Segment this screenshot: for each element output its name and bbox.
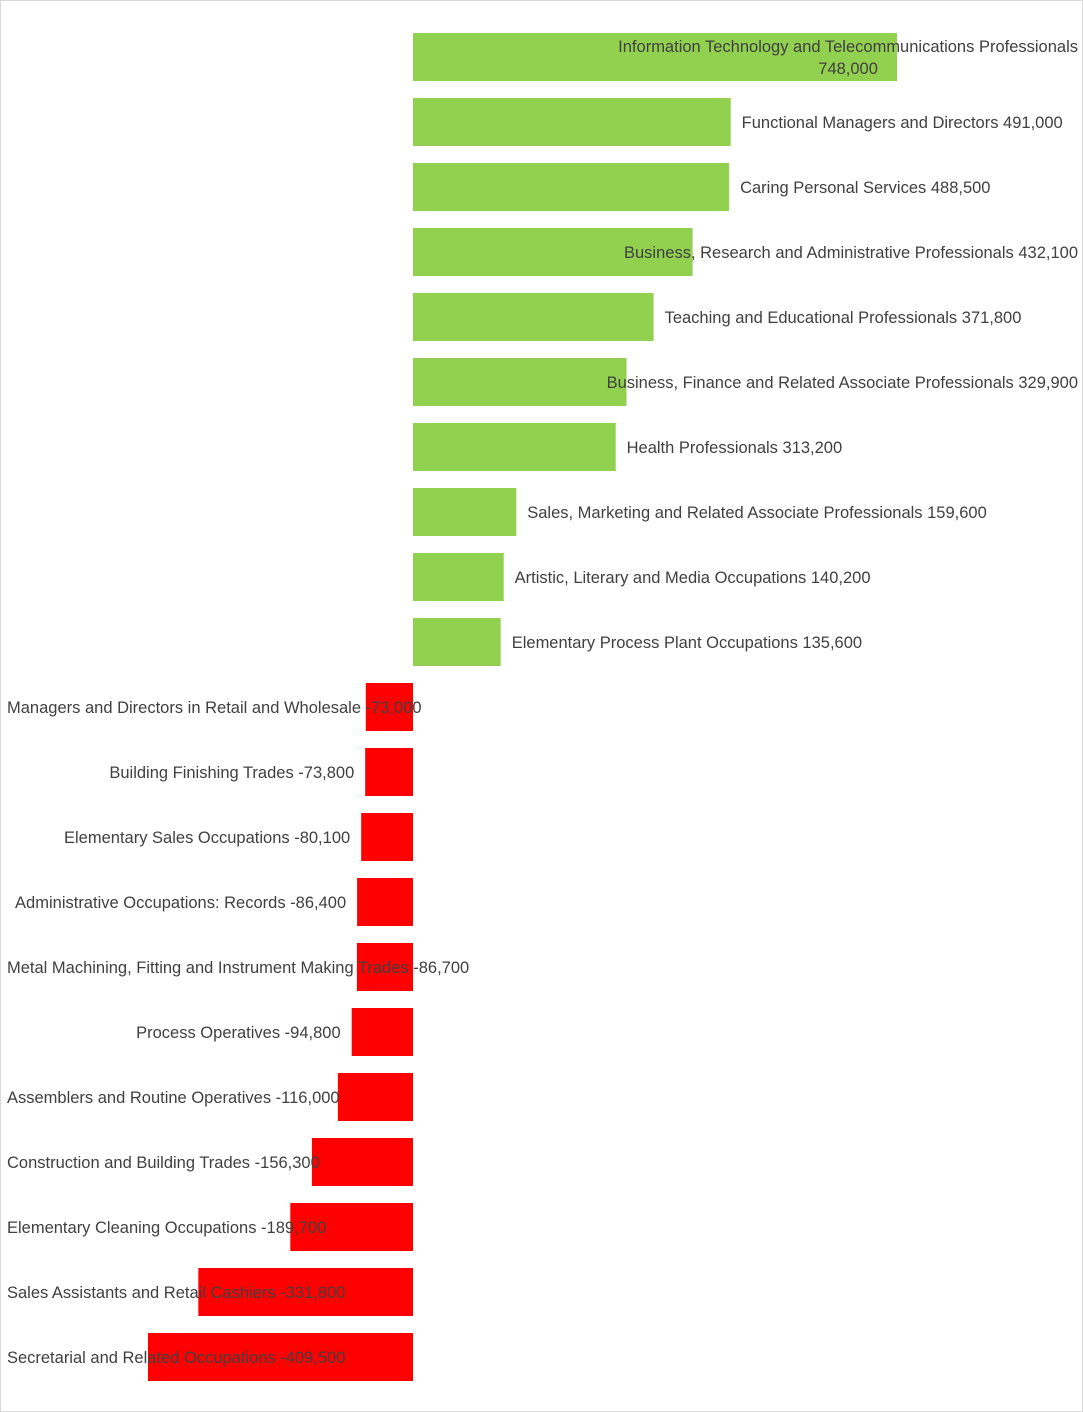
bar-19 xyxy=(198,1268,413,1316)
bar-label-3: Business, Research and Administrative Pr… xyxy=(624,244,1078,262)
bar-label-line: Business, Finance and Related Associate … xyxy=(607,374,1078,392)
bar-label-line: Sales, Marketing and Related Associate P… xyxy=(527,504,987,522)
bar-label-line: Functional Managers and Directors 491,00… xyxy=(742,114,1063,132)
bar-4 xyxy=(413,293,654,341)
bar-label-7: Sales, Marketing and Related Associate P… xyxy=(527,504,987,522)
bar-label-1: Functional Managers and Directors 491,00… xyxy=(742,114,1063,132)
bar-label-16: Assemblers and Routine Operatives -116,0… xyxy=(7,1089,340,1107)
bar-label-line: Building Finishing Trades -73,800 xyxy=(109,764,354,782)
bar-label-2: Caring Personal Services 488,500 xyxy=(740,179,990,197)
bar-9 xyxy=(413,618,501,666)
bar-label-line: Elementary Process Plant Occupations 135… xyxy=(512,634,862,652)
bar-11 xyxy=(365,748,413,796)
bar-label-4: Teaching and Educational Professionals 3… xyxy=(665,309,1022,327)
bar-label-line: Business, Research and Administrative Pr… xyxy=(624,244,1078,262)
bar-12 xyxy=(361,813,413,861)
bar-label-9: Elementary Process Plant Occupations 135… xyxy=(512,634,862,652)
bar-label-14: Metal Machining, Fitting and Instrument … xyxy=(7,959,469,977)
bar-label-6: Health Professionals 313,200 xyxy=(627,439,843,457)
bar-label-5: Business, Finance and Related Associate … xyxy=(607,374,1078,392)
bar-7 xyxy=(413,488,517,536)
bars-layer xyxy=(148,33,897,1381)
bar-label-line: Teaching and Educational Professionals 3… xyxy=(665,309,1022,327)
bar-5 xyxy=(413,358,627,406)
bar-6 xyxy=(413,423,616,471)
bar-1 xyxy=(413,98,731,146)
bar-label-8: Artistic, Literary and Media Occupations… xyxy=(515,569,871,587)
bar-label-11: Building Finishing Trades -73,800 xyxy=(109,764,354,782)
bar-label-18: Elementary Cleaning Occupations -189,700 xyxy=(7,1219,326,1237)
bar-label-line: Secretarial and Related Occupations -409… xyxy=(7,1349,345,1367)
bar-15 xyxy=(351,1008,413,1056)
bar-18 xyxy=(290,1203,413,1251)
bar-0 xyxy=(413,33,897,81)
bar-label-line: Sales Assistants and Retail Cashiers -33… xyxy=(7,1284,345,1302)
bar-16 xyxy=(337,1073,413,1121)
bar-label-12: Elementary Sales Occupations -80,100 xyxy=(64,829,350,847)
bar-8 xyxy=(413,553,504,601)
bar-14 xyxy=(356,943,413,991)
bar-label-line: Assemblers and Routine Operatives -116,0… xyxy=(7,1089,340,1107)
bar-13 xyxy=(357,878,413,926)
bar-17 xyxy=(311,1138,413,1186)
bar-label-line: Information Technology and Telecommunica… xyxy=(618,38,1078,56)
bar-label-line: Administrative Occupations: Records -86,… xyxy=(15,894,346,912)
bar-label-line: Caring Personal Services 488,500 xyxy=(740,179,990,197)
bar-20 xyxy=(148,1333,413,1381)
bar-label-line: Metal Machining, Fitting and Instrument … xyxy=(7,959,469,977)
bar-3 xyxy=(413,228,693,276)
bar-label-line: Process Operatives -94,800 xyxy=(136,1024,341,1042)
labels-layer: Information Technology and Telecommunica… xyxy=(7,38,1078,1367)
bar-label-15: Process Operatives -94,800 xyxy=(136,1024,341,1042)
bar-label-line: Artistic, Literary and Media Occupations… xyxy=(515,569,871,587)
bar-label-line: Health Professionals 313,200 xyxy=(627,439,843,457)
bar-label-line: Managers and Directors in Retail and Who… xyxy=(7,699,422,717)
bar-label-line: Elementary Cleaning Occupations -189,700 xyxy=(7,1219,326,1237)
bar-label-line: Elementary Sales Occupations -80,100 xyxy=(64,829,350,847)
bar-label-13: Administrative Occupations: Records -86,… xyxy=(15,894,346,912)
bar-label-0: Information Technology and Telecommunica… xyxy=(618,38,1078,78)
bar-10 xyxy=(365,683,413,731)
bar-label-19: Sales Assistants and Retail Cashiers -33… xyxy=(7,1284,345,1302)
bar-label-10: Managers and Directors in Retail and Who… xyxy=(7,699,422,717)
bar-label-17: Construction and Building Trades -156,30… xyxy=(7,1154,320,1172)
bar-label-line: 748,000 xyxy=(818,60,878,78)
bar-label-line: Construction and Building Trades -156,30… xyxy=(7,1154,320,1172)
bar-label-20: Secretarial and Related Occupations -409… xyxy=(7,1349,345,1367)
bar-2 xyxy=(413,163,730,211)
